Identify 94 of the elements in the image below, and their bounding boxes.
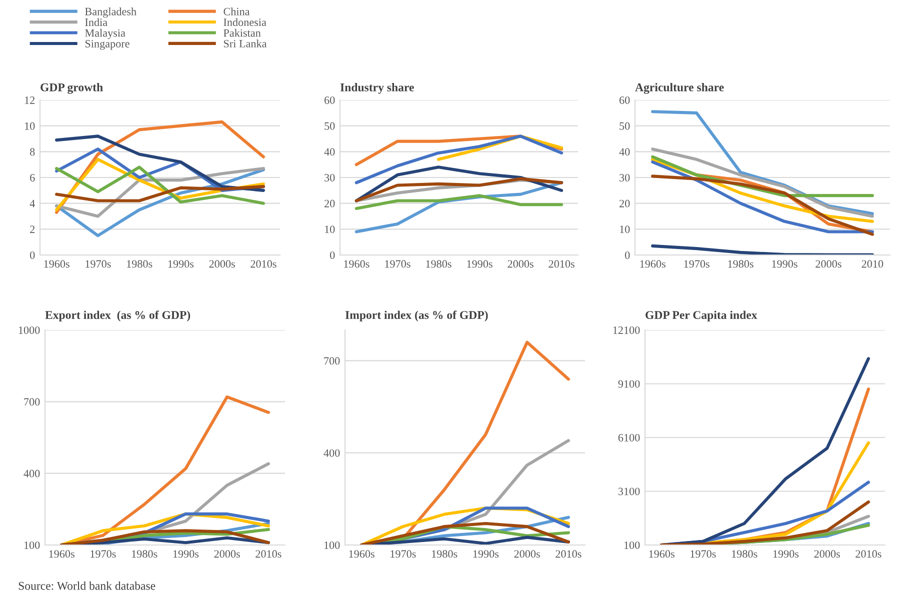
line-series	[354, 194, 564, 210]
y-tick-label: 100	[624, 541, 640, 549]
x-tick-label: 2000s	[514, 550, 540, 558]
x-tick-label: 1990s	[173, 550, 199, 558]
x-tick-label: 1980s	[732, 550, 758, 558]
legend-label: Malaysia	[85, 28, 126, 40]
y-tick-label: 100	[24, 541, 40, 549]
y-tick-label: 400	[324, 449, 340, 457]
x-tick-label: 1980s	[728, 260, 754, 268]
y-tick-label: 6	[30, 174, 35, 182]
y-tick-label: 10	[620, 226, 630, 234]
y-tick-label: 30	[324, 174, 335, 182]
y-tick-label: 100	[324, 541, 340, 549]
line-series	[354, 134, 564, 184]
y-tick-label: 10	[325, 226, 335, 234]
x-tick-label: 1980s	[132, 550, 158, 558]
legend-label: Sri Lanka	[224, 40, 267, 48]
legend-label: Pakistan	[224, 28, 261, 37]
line-series	[55, 166, 265, 205]
chart-title: GDP growth	[40, 83, 103, 94]
y-tick-label: 2	[30, 226, 35, 234]
y-tick-label: 60	[620, 96, 630, 104]
x-tick-label: 1960s	[649, 550, 674, 558]
line-series	[660, 500, 870, 545]
x-tick-label: 2010s	[548, 260, 574, 268]
x-tick-label: 1970s	[684, 260, 710, 268]
x-tick-label: 2000s	[816, 260, 842, 268]
x-tick-label: 1980s	[426, 260, 452, 268]
legend-label: Indonesia	[224, 18, 266, 26]
x-tick-label: 1960s	[640, 260, 666, 268]
legend-label: India	[85, 18, 108, 26]
y-tick-label: 60	[324, 96, 335, 104]
y-tick-label: 20	[324, 200, 335, 208]
x-tick-label: 2010s	[256, 550, 282, 558]
y-tick-label: 4	[30, 200, 35, 208]
x-tick-label: 2000s	[814, 550, 840, 558]
line-series	[55, 134, 265, 192]
y-tick-label: 6100	[618, 434, 640, 442]
x-tick-label: 1980s	[432, 550, 458, 558]
y-tick-label: 50	[324, 122, 335, 130]
x-tick-label: 1980s	[127, 260, 152, 268]
source-note: Source: World bank database	[18, 582, 156, 590]
y-tick-label: 700	[324, 357, 340, 365]
y-tick-label: 12	[25, 96, 35, 104]
x-tick-label: 1970s	[690, 550, 716, 558]
x-tick-label: 1990s	[467, 260, 492, 268]
x-tick-label: 1960s	[49, 550, 74, 558]
y-tick-label: 0	[330, 251, 335, 259]
x-tick-label: 2010s	[856, 550, 882, 558]
y-tick-label: 9100	[618, 380, 640, 388]
x-tick-label: 1990s	[772, 260, 798, 268]
x-tick-label: 1960s	[344, 260, 370, 268]
y-tick-label: 12100	[613, 326, 640, 334]
line-series	[651, 244, 874, 255]
x-tick-label: 1960s	[44, 260, 70, 268]
y-tick-label: 1000	[18, 326, 40, 334]
chart-title: Agriculture share	[635, 83, 724, 94]
x-tick-label: 1990s	[473, 550, 499, 558]
x-tick-label: 2010s	[556, 550, 582, 558]
legend-label: Bangladesh	[85, 7, 136, 18]
x-tick-label: 1960s	[349, 550, 374, 558]
chart-title: Import index (as % of GDP)	[345, 310, 488, 322]
y-tick-label: 40	[324, 148, 335, 156]
y-tick-label: 3100	[618, 488, 640, 496]
chart-title: GDP Per Capita index	[646, 310, 758, 322]
y-tick-label: 0	[30, 251, 35, 259]
y-tick-label: 0	[625, 251, 630, 259]
x-tick-label: 2000s	[209, 260, 235, 268]
x-tick-label: 1970s	[86, 260, 111, 268]
x-tick-label: 2000s	[508, 260, 534, 268]
chart-title: Industry share	[340, 83, 414, 94]
y-tick-label: 30	[620, 174, 630, 182]
y-tick-label: 8	[30, 148, 35, 156]
y-tick-label: 50	[620, 122, 630, 130]
line-series	[55, 185, 265, 202]
legend-label: Singapore	[85, 40, 130, 50]
y-tick-label: 40	[619, 148, 630, 156]
x-tick-label: 2010s	[250, 260, 276, 268]
x-tick-label: 2000s	[214, 550, 240, 558]
x-tick-label: 2010	[862, 260, 884, 268]
line-series	[651, 174, 874, 236]
chart-title: Export index (as % of GDP)	[45, 310, 190, 322]
y-tick-label: 10	[25, 122, 35, 130]
x-tick-label: 1990s	[773, 550, 799, 558]
x-tick-label: 1990s	[168, 260, 194, 268]
y-tick-label: 400	[24, 470, 40, 478]
legend-label: China	[224, 7, 250, 16]
x-tick-label: 1970s	[90, 550, 116, 558]
x-tick-label: 1970s	[385, 260, 410, 268]
line-series	[354, 166, 564, 202]
x-tick-label: 1970s	[390, 550, 416, 558]
line-series	[651, 148, 874, 218]
y-tick-label: 700	[24, 398, 40, 406]
y-tick-label: 20	[620, 200, 630, 208]
